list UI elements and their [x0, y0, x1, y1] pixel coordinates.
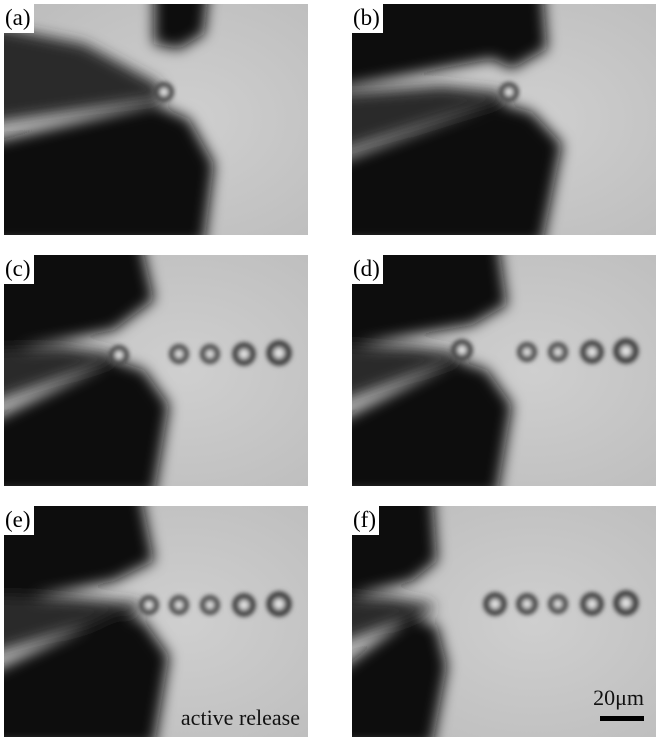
bead	[499, 82, 519, 102]
bead	[548, 594, 568, 614]
panel-c: (c)	[4, 255, 308, 486]
bead	[483, 592, 507, 616]
panel-e: (e) active release	[4, 506, 308, 737]
bead	[580, 592, 604, 616]
panel-label: (a)	[4, 4, 34, 33]
scale-bar-label: 20μm	[593, 685, 644, 710]
bead	[613, 590, 639, 616]
bead	[548, 342, 568, 362]
panel-label: (d)	[352, 255, 383, 284]
micrograph-a	[4, 4, 308, 235]
bead	[109, 345, 129, 365]
bead	[169, 595, 189, 615]
panel-d: (d)	[352, 255, 656, 486]
micrograph-c	[4, 255, 308, 486]
bead	[200, 344, 220, 364]
micrograph-d	[352, 255, 656, 486]
bead	[266, 340, 292, 366]
bead	[154, 82, 174, 102]
panel-label: (c)	[4, 255, 34, 284]
scale-bar	[600, 716, 644, 721]
bead	[580, 340, 604, 364]
micrograph-e	[4, 506, 308, 737]
bead	[169, 344, 189, 364]
micrograph-f	[352, 506, 656, 737]
bead	[266, 591, 292, 617]
panel-a: (a)	[4, 4, 308, 235]
bead	[232, 593, 256, 617]
bead	[232, 342, 256, 366]
micrograph-b	[352, 4, 656, 235]
panel-f: (f) 20μm	[352, 506, 656, 737]
panel-label: (f)	[352, 506, 379, 535]
bead	[516, 593, 538, 615]
bead	[200, 595, 220, 615]
bead	[613, 338, 639, 364]
bead	[139, 595, 159, 615]
panel-label: (e)	[4, 506, 34, 535]
bead	[451, 339, 473, 361]
panel-b: (b)	[352, 4, 656, 235]
panel-label: (b)	[352, 4, 383, 33]
bead	[517, 342, 537, 362]
panel-caption: active release	[180, 705, 300, 730]
